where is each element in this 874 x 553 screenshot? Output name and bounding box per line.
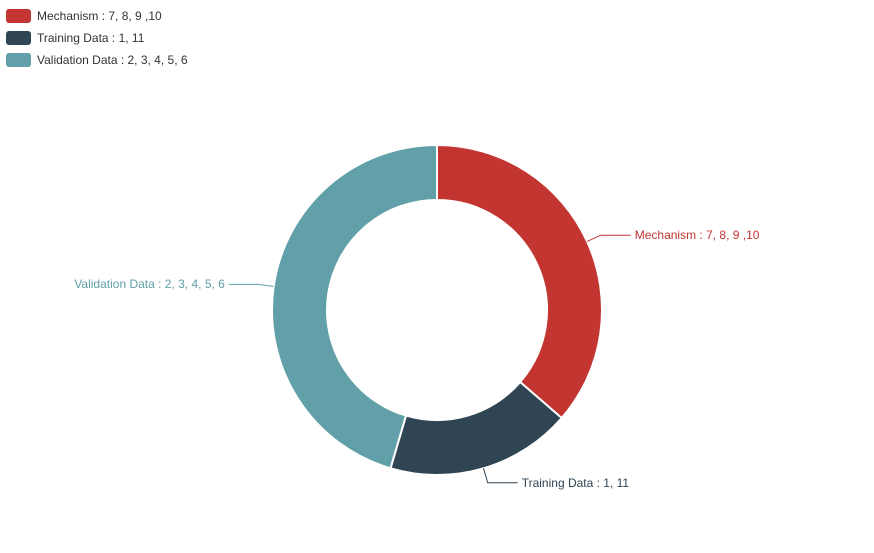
donut-slice[interactable] (437, 145, 602, 418)
leader-line (483, 468, 517, 482)
donut-slice[interactable] (391, 382, 562, 475)
slice-label: Validation Data : 2, 3, 4, 5, 6 (74, 278, 225, 290)
leader-line (229, 284, 274, 286)
donut-chart: Mechanism : 7, 8, 9 ,10 Training Data : 1… (0, 0, 874, 553)
slice-label: Training Data : 1, 11 (522, 477, 629, 489)
donut-chart-container: Mechanism : 7, 8, 9 ,10 Training Data : … (0, 0, 874, 553)
leader-line (587, 235, 631, 241)
slice-label: Mechanism : 7, 8, 9 ,10 (635, 229, 760, 241)
